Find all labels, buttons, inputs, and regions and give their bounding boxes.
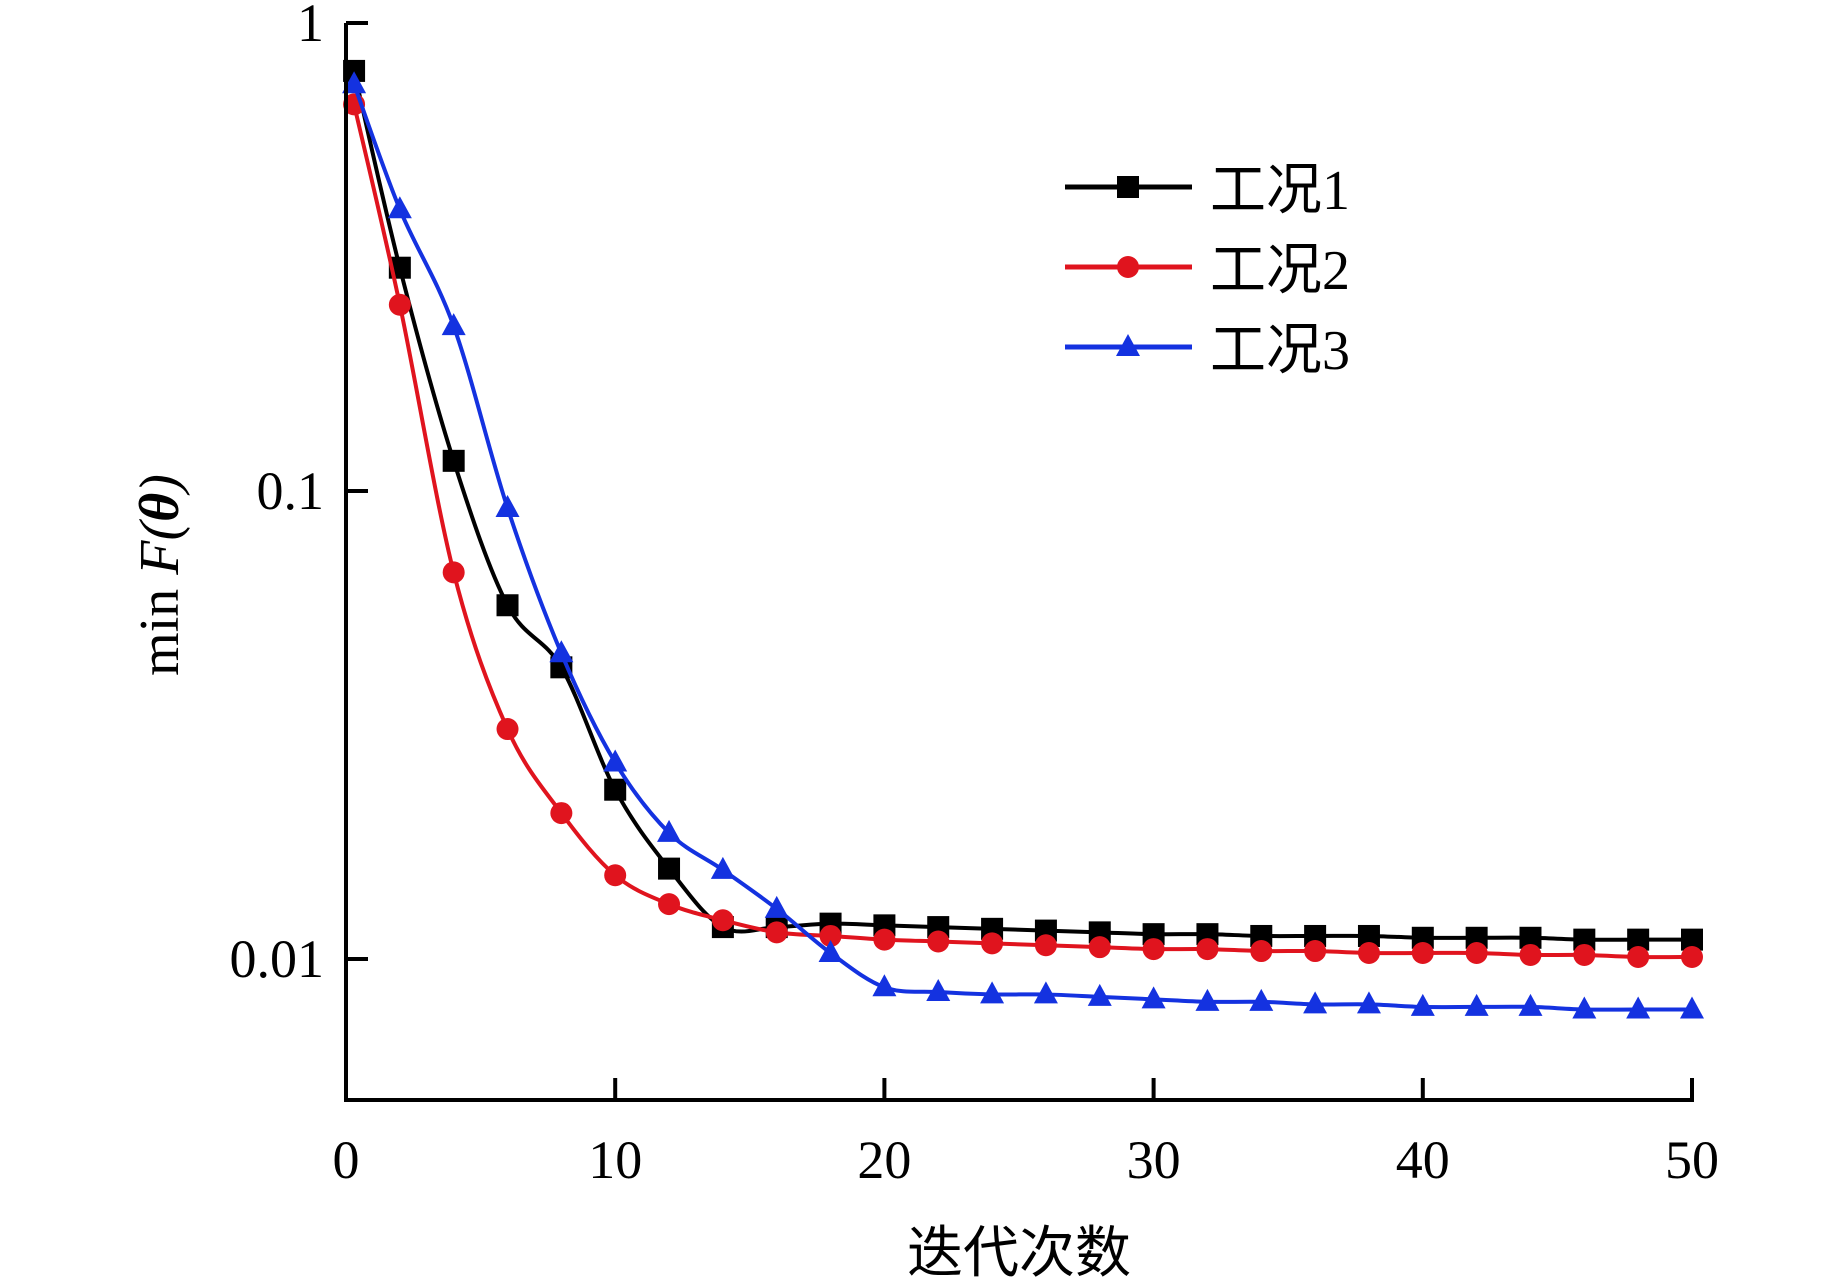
data-point [927,930,950,953]
data-point [1195,988,1220,1011]
data-point [1464,993,1489,1016]
data-point [1626,996,1651,1019]
data-point [496,594,519,617]
data-point [496,718,519,741]
series-line-2 [352,103,1693,960]
series-line-3 [352,83,1692,1012]
data-point [657,819,682,842]
legend-label: 工况1 [1210,160,1350,222]
legend-marker [1117,176,1139,198]
data-point [764,895,789,918]
data-point [1465,941,1488,964]
data-point [549,640,574,663]
data-point [1465,926,1488,949]
data-point [1142,938,1165,961]
y-tick-label: 0.01 [230,929,325,989]
data-point [1519,943,1542,966]
y-tick-label: 1 [297,0,324,53]
data-point [343,59,366,82]
data-point [1304,940,1327,963]
data-point [1680,996,1704,1019]
y-tick-label: 0.1 [257,461,325,521]
data-point [710,856,735,879]
data-point [711,909,734,932]
data-point [658,857,681,880]
data-point [1087,983,1112,1006]
data-point [1196,938,1219,961]
legend: 工况1 工况2 工况3 [1065,160,1350,382]
data-point [1681,945,1703,968]
data-point [981,932,1004,955]
data-point [604,778,627,801]
x-tick-label: 50 [1665,1130,1719,1190]
x-tick-label: 30 [1127,1130,1181,1190]
data-point [495,494,520,517]
data-point [604,864,627,887]
data-point [658,893,681,916]
data-point [1304,924,1327,947]
data-point [1518,993,1543,1016]
data-point [765,921,788,944]
data-point [1411,941,1434,964]
data-point [387,196,412,219]
x-tick-label: 20 [857,1130,911,1190]
data-point [818,939,843,962]
data-point [1250,924,1273,947]
data-point [926,979,951,1002]
data-point [1573,928,1596,951]
data-point [1627,945,1650,968]
data-point [1141,986,1166,1009]
data-point [342,71,367,94]
x-tick-label: 0 [333,1130,360,1190]
legend-label: 工况2 [1210,240,1350,302]
axes: 0 10 20 30 40 50 1 0.1 0.01 [230,0,1720,1190]
data-point [1573,943,1596,966]
data-point [442,449,465,472]
x-axis-label: 迭代次数 [907,1223,1131,1279]
data-point [442,561,465,584]
data-point [1572,996,1597,1019]
y-axis-label: min F(θ) [129,474,191,676]
data-point [819,924,842,947]
data-point [873,928,896,951]
data-point [1250,940,1273,963]
data-point [388,293,411,316]
data-point [980,981,1005,1004]
data-point [1681,928,1703,951]
data-point [1627,928,1650,951]
data-point [550,802,573,825]
data-point [1411,926,1434,949]
data-point [1034,934,1057,957]
data-point [1519,926,1542,949]
legend-marker [1116,334,1140,356]
data-point [1357,941,1380,964]
x-tick-label: 40 [1396,1130,1450,1190]
data-point [441,313,466,336]
data-point [1303,991,1328,1014]
data-point [872,974,897,997]
x-tick-label: 10 [588,1130,642,1190]
data-point [1410,993,1435,1016]
legend-label: 工况3 [1210,320,1350,382]
data-point [1249,988,1274,1011]
plot-series [342,59,1704,1019]
data-point [1088,936,1111,959]
data-point [603,749,628,772]
data-point [1356,991,1381,1014]
data-point [1357,924,1380,947]
legend-marker [1117,256,1139,278]
data-point [1033,981,1058,1004]
